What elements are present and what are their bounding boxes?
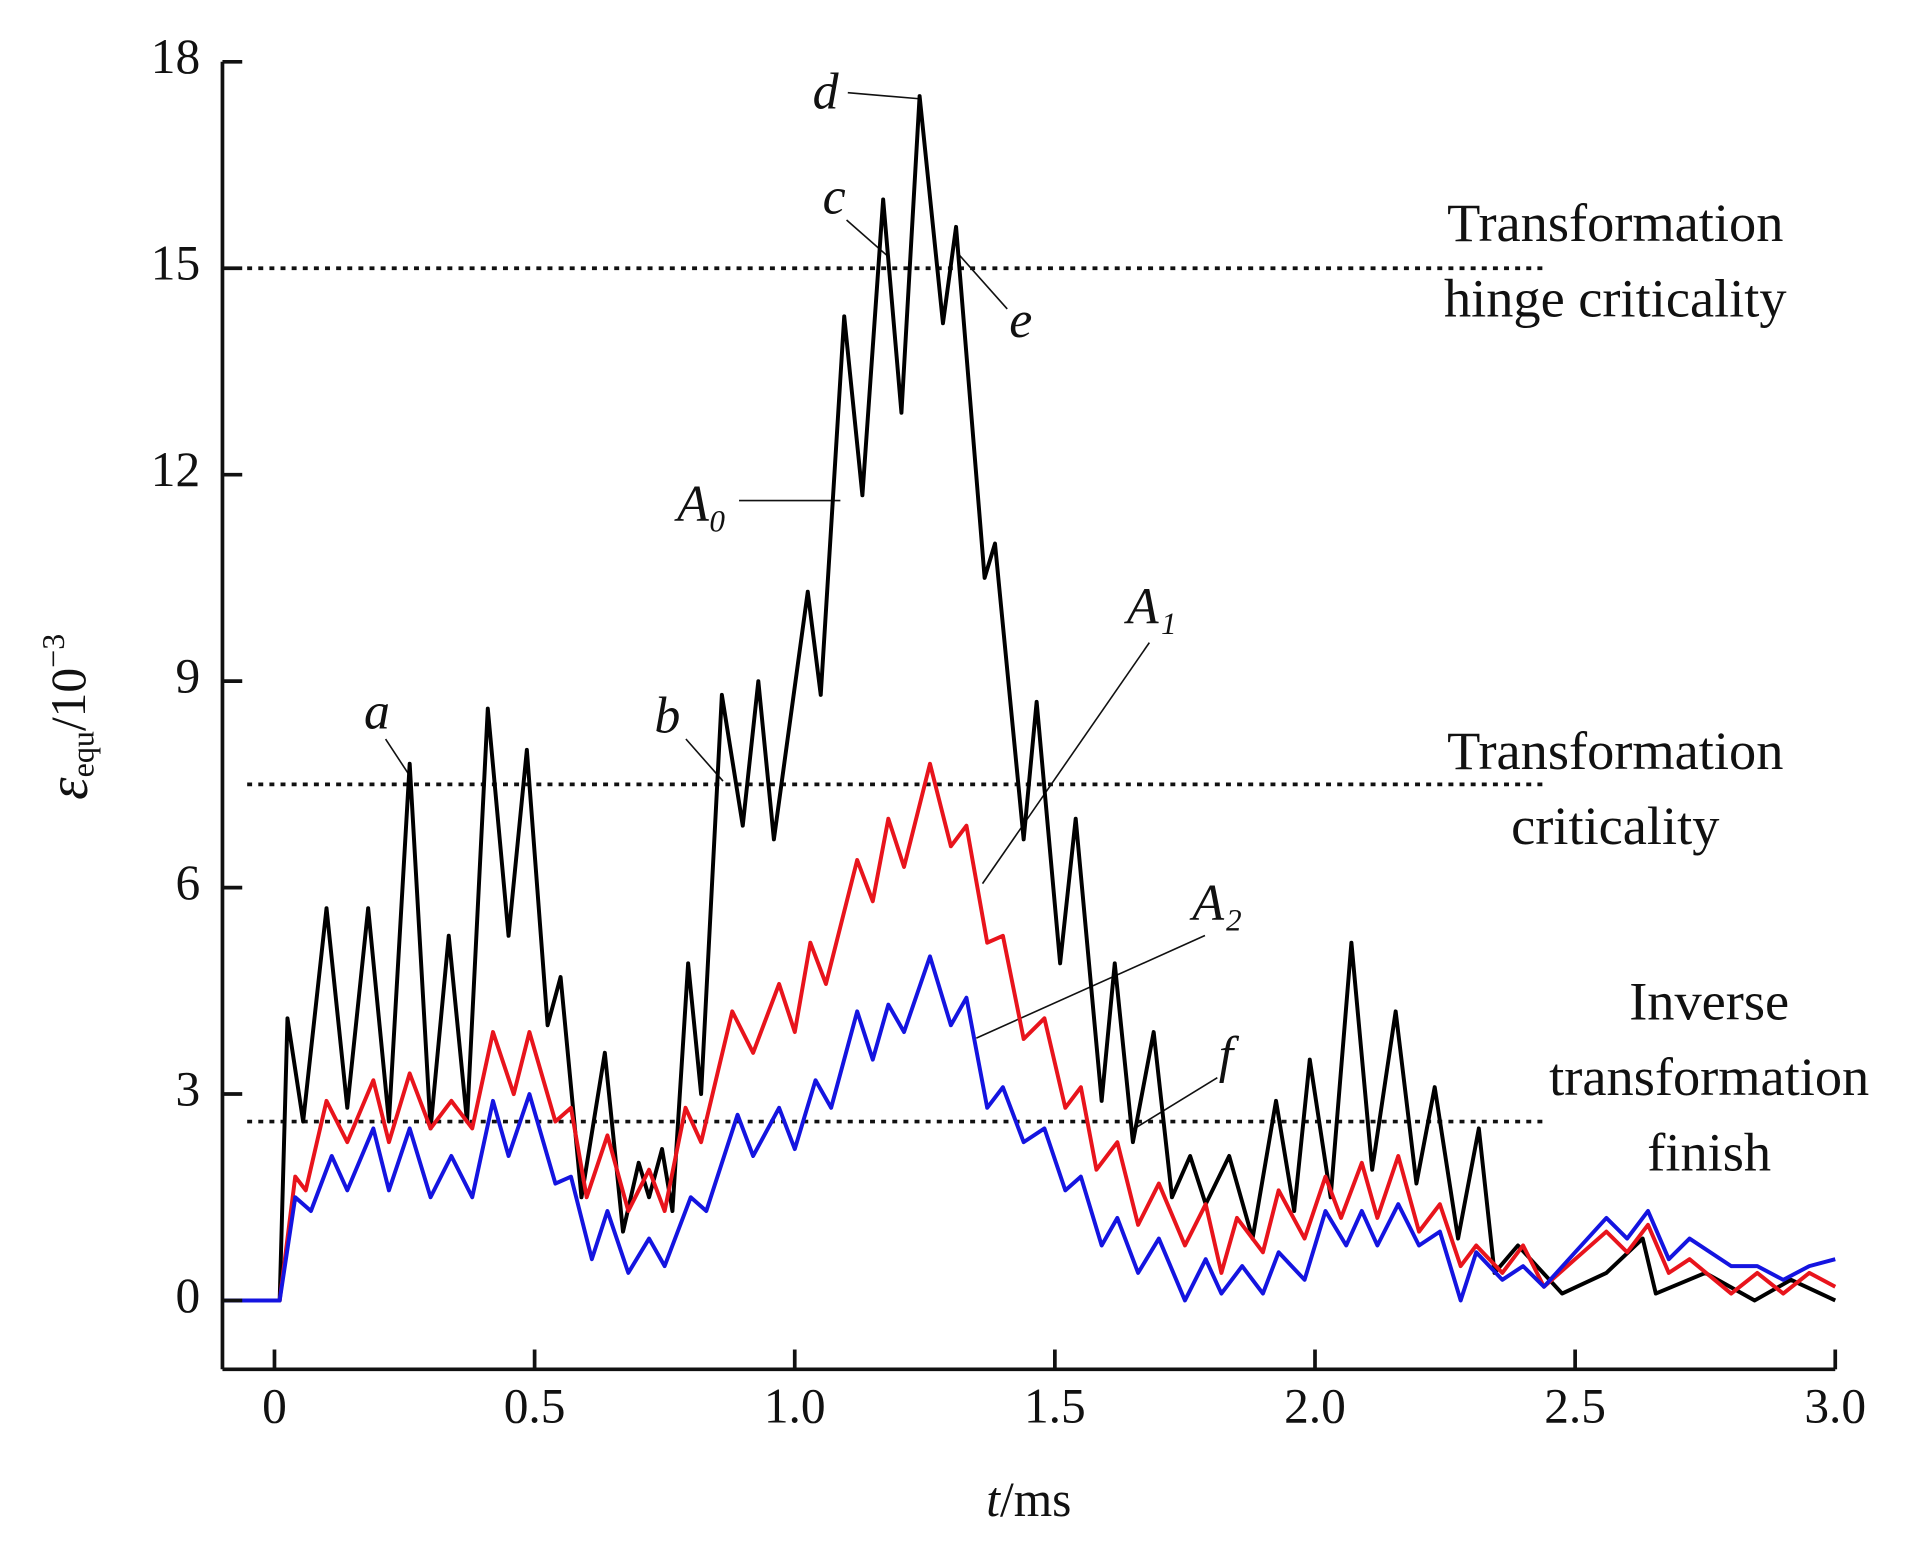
data-line <box>222 954 1836 1303</box>
data-line <box>222 94 1837 1303</box>
series-label: A₂ <box>1189 875 1242 932</box>
y-axis-label: εequ/10−3 <box>35 634 101 800</box>
y-tick-label: 18 <box>151 29 200 84</box>
data-line <box>222 761 1837 1303</box>
x-label-unit: /ms <box>1000 1473 1071 1528</box>
x-tick-label: 0 <box>262 1379 287 1434</box>
y-label-subscript: equ <box>65 731 101 777</box>
annotation: c <box>823 168 846 225</box>
y-tick-label: 9 <box>175 648 200 703</box>
annotation: d <box>813 63 840 120</box>
annotation: b <box>654 687 680 744</box>
y-tick-label: 15 <box>151 236 200 291</box>
annotation: a <box>364 684 390 741</box>
series-label: A₀ <box>674 476 727 533</box>
reference-label: criticality <box>1511 796 1719 856</box>
series-label: A₁ <box>1124 579 1177 636</box>
x-axis-label: t/ms <box>986 1473 1071 1528</box>
reference-label: Inverse <box>1629 972 1789 1032</box>
x-label-symbol: t <box>986 1473 1001 1528</box>
x-tick-label: 1.5 <box>1024 1379 1086 1434</box>
reference-label: Transformation <box>1447 193 1783 253</box>
x-tick-label: 3.0 <box>1804 1379 1866 1434</box>
reference-label: transformation <box>1549 1047 1869 1107</box>
annotation: e <box>1009 292 1032 349</box>
leader-line <box>384 738 413 780</box>
leader-line <box>847 91 921 100</box>
y-tick-label: 0 <box>175 1268 200 1323</box>
x-tick-label: 0.5 <box>504 1379 566 1434</box>
y-tick-label: 6 <box>175 855 200 910</box>
leader-line <box>1130 1076 1218 1132</box>
y-label-unit: /10 <box>41 668 96 731</box>
x-tick-label: 2.5 <box>1544 1379 1606 1434</box>
annotation: f <box>1219 1027 1240 1084</box>
y-tick-label: 12 <box>151 442 200 497</box>
y-tick-label: 3 <box>175 1061 200 1116</box>
y-label-exponent: −3 <box>35 634 71 668</box>
reference-label: hinge criticality <box>1444 268 1787 328</box>
reference-label: finish <box>1647 1122 1771 1182</box>
leader-line <box>957 252 1008 310</box>
x-tick-label: 1.0 <box>764 1379 826 1434</box>
leader-line <box>981 642 1151 885</box>
y-label-symbol: ε <box>37 777 100 800</box>
x-tick-label: 2.0 <box>1284 1379 1346 1434</box>
reference-label: Transformation <box>1447 721 1783 781</box>
